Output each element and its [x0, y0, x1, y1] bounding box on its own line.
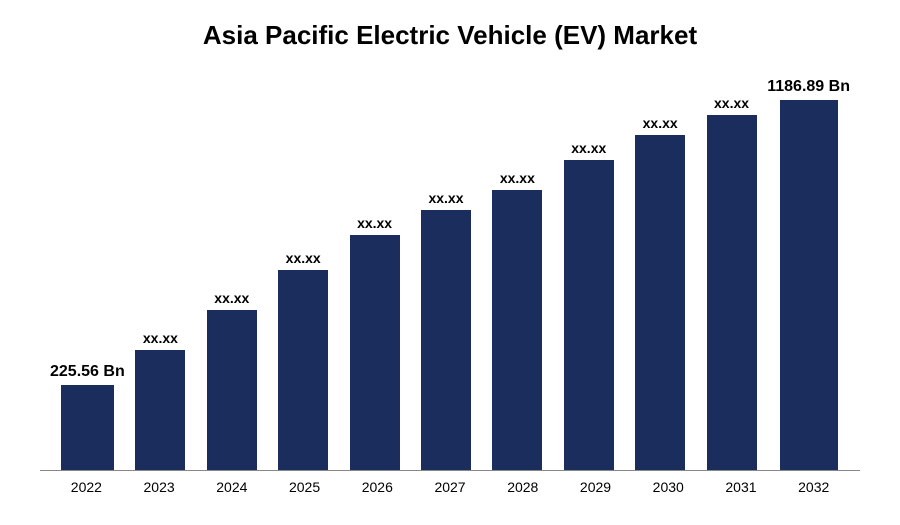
x-axis-label: 2026 — [341, 479, 414, 495]
x-axis-label: 2023 — [123, 479, 196, 495]
bar-value-label: xx.xx — [214, 290, 249, 306]
bar — [135, 350, 185, 470]
bar-value-label: 225.56 Bn — [50, 363, 125, 381]
bar-value-label: xx.xx — [357, 215, 392, 231]
chart-container: Asia Pacific Electric Vehicle (EV) Marke… — [0, 0, 900, 525]
bar-value-label: xx.xx — [143, 330, 178, 346]
x-axis-label: 2032 — [777, 479, 850, 495]
bar — [421, 210, 471, 470]
x-axis-label: 2028 — [486, 479, 559, 495]
x-axis: 2022 2023 2024 2025 2026 2027 2028 2029 … — [40, 479, 860, 495]
bar-value-label: xx.xx — [286, 250, 321, 266]
bar-group: 1186.89 Bn — [767, 71, 850, 470]
x-axis-label: 2029 — [559, 479, 632, 495]
bar-group: xx.xx — [553, 71, 624, 470]
bar — [350, 235, 400, 470]
bar-value-label: 1186.89 Bn — [767, 78, 850, 96]
bar-group: xx.xx — [125, 71, 196, 470]
x-axis-label: 2031 — [705, 479, 778, 495]
x-axis-label: 2030 — [632, 479, 705, 495]
bar-group: 225.56 Bn — [50, 71, 125, 470]
bar — [635, 135, 685, 470]
x-axis-label: 2025 — [268, 479, 341, 495]
bar-group: xx.xx — [268, 71, 339, 470]
bar-group: xx.xx — [624, 71, 695, 470]
bar-group: xx.xx — [410, 71, 481, 470]
bar — [207, 310, 257, 470]
bar-group: xx.xx — [696, 71, 767, 470]
bar — [278, 270, 328, 470]
bar-value-label: xx.xx — [714, 95, 749, 111]
bar — [492, 190, 542, 470]
bar-value-label: xx.xx — [500, 170, 535, 186]
bar-value-label: xx.xx — [643, 115, 678, 131]
chart-title: Asia Pacific Electric Vehicle (EV) Marke… — [40, 20, 860, 51]
bar-group: xx.xx — [482, 71, 553, 470]
plot-area: 225.56 Bn xx.xx xx.xx xx.xx xx.xx xx.xx … — [40, 71, 860, 471]
bar-value-label: xx.xx — [571, 140, 606, 156]
bar-value-label: xx.xx — [428, 190, 463, 206]
bar-group: xx.xx — [339, 71, 410, 470]
x-axis-label: 2027 — [414, 479, 487, 495]
bar-group: xx.xx — [196, 71, 267, 470]
x-axis-label: 2024 — [195, 479, 268, 495]
bar — [61, 385, 113, 470]
bar — [707, 115, 757, 470]
bar — [564, 160, 614, 470]
bar — [780, 100, 838, 470]
x-axis-label: 2022 — [50, 479, 123, 495]
